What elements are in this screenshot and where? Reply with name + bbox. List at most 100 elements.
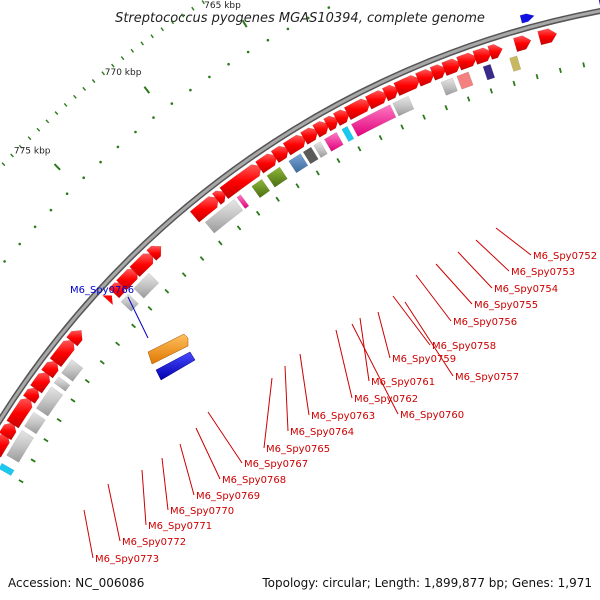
inner-tick [115,341,121,347]
outer-tick [101,71,106,76]
gene-annotation-block [266,166,288,188]
inner-tick [147,305,153,311]
minor-tick-dot [99,160,102,164]
inner-tick [236,225,242,231]
minor-tick-dot [327,6,331,9]
gene-leader-line [392,295,431,346]
gene-leader-line [404,301,454,377]
gene-annotation-block [35,386,64,417]
genome-summary-text: Topology: circular; Length: 1,899,877 bp… [262,576,592,590]
gene-leader-line [457,251,493,289]
minor-tick-dot [189,88,192,92]
gene-annotation-block [341,126,355,142]
inner-tick [84,378,90,384]
gene-annotation-block [509,55,522,72]
inner-tick [99,360,105,365]
inner-tick [357,146,362,152]
gene-annotation-block [392,95,415,117]
gene-cds-arrow [429,64,447,81]
gene-label: M6_Spy0763 [311,411,375,422]
inner-tick [275,196,280,202]
gene-cds-arrow [472,47,493,65]
scale-ticks [1,0,586,484]
accession-text: Accession: NC_006086 [8,576,145,590]
outer-tick [63,102,68,107]
gene-label: M6_Spy0757 [455,372,519,383]
minor-tick-dot [116,145,120,149]
gene-cds-arrow [6,397,33,429]
gene-leader-line [335,329,353,399]
reverse-gene-marker [519,13,535,24]
inner-tick [422,114,426,120]
gene-cds-arrow [323,115,339,132]
outer-tick [73,94,77,99]
gene-cds-reverse-arrow [102,295,113,305]
gene-annotation-block [350,104,397,137]
gene-label: M6_Spy0770 [170,506,234,517]
gene-leader-line [415,274,452,322]
gene-cds-arrow [512,35,532,53]
gene-cds-arrow [22,387,40,404]
outer-tick [10,153,14,158]
gene-annotation-block [0,462,15,476]
inner-tick [218,240,223,246]
gene-cds-arrow [0,422,17,441]
gene-label: M6_Spy0759 [392,354,456,365]
gene-annotation-block [251,178,271,199]
inner-tick [43,438,49,443]
gene-leader-line [127,296,149,339]
outer-tick [120,56,125,61]
major-tick [143,86,151,94]
minor-tick-dot [134,130,137,134]
kbp-label: 770 kbp [105,68,142,78]
gene-label: M6_Spy0765 [266,444,330,455]
gene-annotation-block [440,77,458,96]
outer-tick [91,79,96,84]
gene-annotation-block [288,153,309,174]
gene-annotation-block [302,146,319,165]
outer-tick [36,127,41,132]
gene-leader-line [351,323,399,415]
gene-feature-blue [155,351,196,381]
gene-leader-line [495,227,532,256]
gene-leader-lines [83,227,532,559]
gene-label: M6_Spy0760 [400,410,464,421]
gene-cds-arrow [456,52,478,71]
minor-tick-dot [152,116,155,119]
outer-tick [82,86,87,91]
kbp-label: 775 kbp [14,146,51,156]
gene-cds-arrow [129,253,154,278]
minor-tick-dot [82,176,85,179]
gene-annotation-block [53,376,71,392]
gene-cds-arrow [219,164,262,200]
inner-tick [164,288,170,294]
inner-tick [56,417,62,423]
gene-label: M6_Spy0764 [290,427,354,438]
gene-cds-arrow [146,245,162,261]
gene-cds-arrow [282,134,307,156]
gene-cds-arrow [270,145,289,164]
minor-tick-dot [170,102,174,105]
outer-tick [45,119,50,124]
gene-cds-arrow [364,90,388,110]
gene-label: M6_Spy0767 [244,459,308,470]
minor-tick-dot [286,27,290,31]
outer-tick [130,48,135,53]
gene-annotation-block [313,141,328,158]
gene-annotation-block [6,429,35,463]
gene-label: M6_Spy0769 [196,491,260,502]
outer-tick [1,162,6,167]
outer-tick [160,27,164,32]
inner-tick [181,272,187,278]
inner-tick [582,62,586,68]
gene-leader-line [263,377,273,449]
inner-tick [400,124,405,130]
gene-annotation-block [24,411,46,435]
outer-tick [191,6,195,11]
backbone-arc-shadow [0,7,600,426]
gene-cds-arrow [41,360,59,379]
inner-tick [18,479,24,484]
gene-label: M6_Spy0762 [354,394,418,405]
gene-cds-arrow [211,190,227,205]
gene-cds-arrow [487,44,503,60]
